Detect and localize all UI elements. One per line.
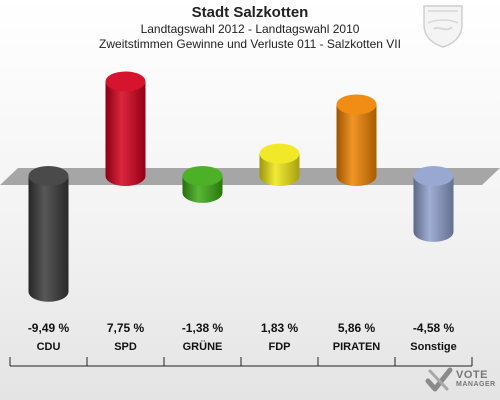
- category-label: FDP: [269, 341, 291, 353]
- bar-piraten: [336, 94, 377, 186]
- bar-top: [105, 71, 146, 92]
- category-label: GRÜNE: [183, 340, 223, 353]
- category-label: SPD: [114, 341, 137, 353]
- bar-fdp: [259, 143, 300, 186]
- category-label: Sonstige: [410, 341, 456, 353]
- vote-manager-logo: VOTE MANAGER: [425, 367, 496, 393]
- bar-sonstige: [413, 166, 454, 242]
- bar-body: [413, 176, 454, 242]
- coat-of-arms-icon: [423, 5, 463, 48]
- vote-check-icon: [425, 367, 453, 392]
- chart-subtitle: Landtagswahl 2012 - Landtagswahl 2010: [140, 22, 360, 36]
- category-label: CDU: [37, 341, 61, 353]
- category-label: PIRATEN: [333, 341, 381, 353]
- bar-spd: [105, 71, 146, 186]
- bar-top: [336, 94, 377, 115]
- chart-titles: Stadt Salzkotten Landtagswahl 2012 - Lan…: [0, 4, 500, 52]
- bar-top: [413, 166, 454, 186]
- bar-body: [28, 176, 69, 302]
- value-label: 1,83 %: [261, 321, 299, 335]
- category-axis: [9, 357, 473, 367]
- logo-line-2: MANAGER: [456, 381, 496, 388]
- bar-body: [105, 81, 146, 186]
- value-label: 7,75 %: [107, 321, 145, 335]
- bar-body: [336, 104, 377, 186]
- chart-title: Stadt Salzkotten: [191, 4, 309, 21]
- bar-top: [28, 166, 69, 186]
- bar-cdu: [28, 166, 69, 302]
- logo-line-1: VOTE: [456, 369, 488, 381]
- bar-top: [259, 143, 300, 164]
- bar-top: [182, 166, 223, 186]
- value-label: -4,58 %: [413, 321, 455, 335]
- chart-subtitle-2: Zweitstimmen Gewinne und Verluste 011 - …: [99, 37, 401, 51]
- value-label: -9,49 %: [28, 321, 70, 335]
- value-label: -1,38 %: [182, 321, 224, 335]
- value-label: 5,86 %: [338, 321, 376, 335]
- bar-grüne: [182, 166, 223, 203]
